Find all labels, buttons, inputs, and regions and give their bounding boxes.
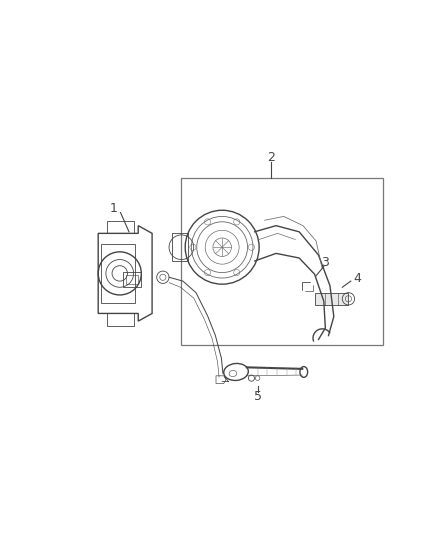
Bar [126,275,138,284]
Text: 4: 4 [354,271,362,285]
Bar [172,233,187,261]
Text: 1: 1 [110,202,117,215]
Text: 2: 2 [268,151,276,164]
Bar [181,178,383,345]
Bar [107,221,134,233]
Bar [314,293,349,305]
Text: 3: 3 [321,256,329,269]
Text: 5: 5 [254,390,261,403]
Bar [123,272,141,287]
Bar [107,313,134,326]
